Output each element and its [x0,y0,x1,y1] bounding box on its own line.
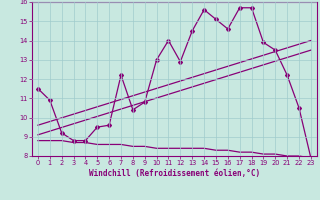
X-axis label: Windchill (Refroidissement éolien,°C): Windchill (Refroidissement éolien,°C) [89,169,260,178]
